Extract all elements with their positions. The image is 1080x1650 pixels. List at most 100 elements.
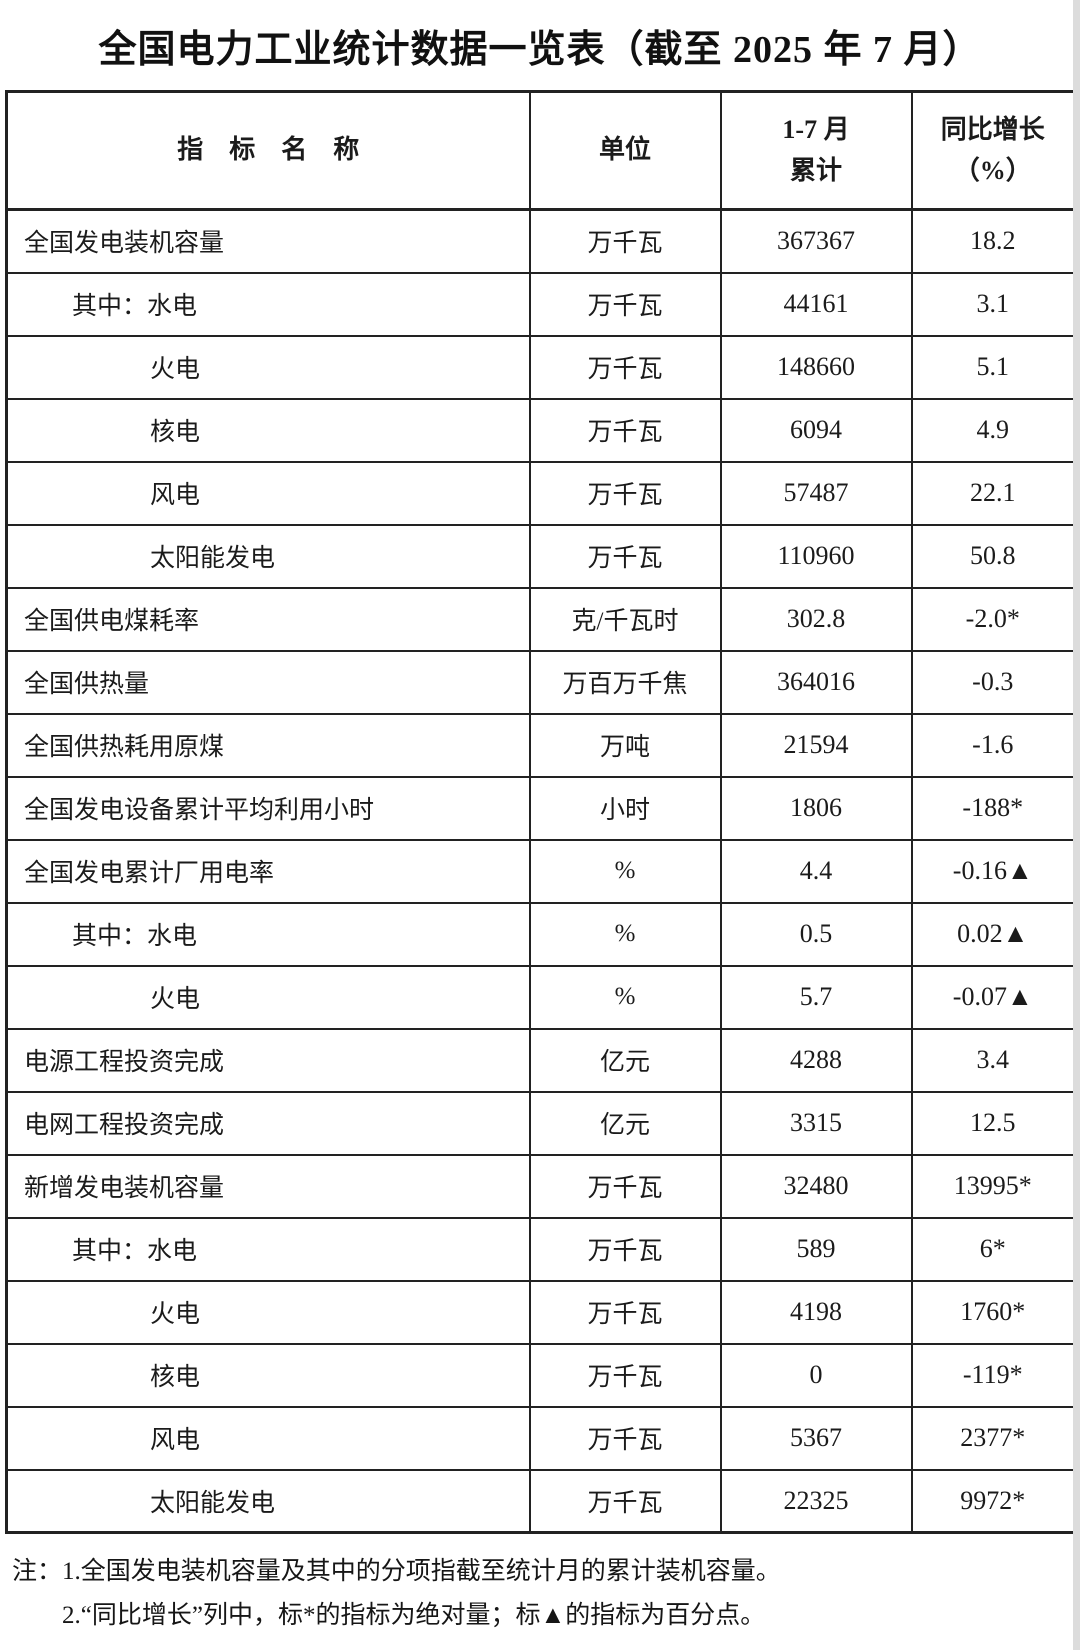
unit-cell: 万千瓦 xyxy=(528,1279,722,1345)
unit-cell: 万吨 xyxy=(528,712,722,778)
table-body: 全国发电装机容量 万千瓦 367367 18.2 其中：水电 万千瓦 44161… xyxy=(5,208,1076,1534)
unit-cell: 万千瓦 xyxy=(528,1468,722,1534)
yoy-cell: 4.9 xyxy=(910,397,1076,463)
indicator-cell: 火电 xyxy=(5,1279,531,1345)
header-unit: 单位 xyxy=(528,90,722,211)
header-period: 1-7 月 累计 xyxy=(719,90,913,211)
indicator-cell: 核电 xyxy=(5,397,531,463)
table-row: 全国发电设备累计平均利用小时 小时 1806 -188* xyxy=(5,775,1076,841)
indicator-cell: 火电 xyxy=(5,334,531,400)
unit-cell: 万千瓦 xyxy=(528,208,722,274)
yoy-cell: 18.2 xyxy=(910,208,1076,274)
yoy-cell: 5.1 xyxy=(910,334,1076,400)
value-cell: 589 xyxy=(719,1216,913,1282)
table-header: 指 标 名 称 单位 1-7 月 累计 同比增长 （%） xyxy=(5,90,1076,211)
table-row: 核电 万千瓦 0 -119* xyxy=(5,1342,1076,1408)
yoy-cell: -1.6 xyxy=(910,712,1076,778)
unit-cell: 亿元 xyxy=(528,1090,722,1156)
value-cell: 57487 xyxy=(719,460,913,526)
value-cell: 5367 xyxy=(719,1405,913,1471)
unit-cell: 克/千瓦时 xyxy=(528,586,722,652)
indicator-cell: 电源工程投资完成 xyxy=(5,1027,531,1093)
unit-cell: % xyxy=(528,838,722,904)
indicator-cell: 全国供电煤耗率 xyxy=(5,586,531,652)
yoy-cell: 9972* xyxy=(910,1468,1076,1534)
table-row: 电网工程投资完成 亿元 3315 12.5 xyxy=(5,1090,1076,1156)
indicator-cell: 全国发电设备累计平均利用小时 xyxy=(5,775,531,841)
unit-cell: 万千瓦 xyxy=(528,334,722,400)
table-row: 风电 万千瓦 5367 2377* xyxy=(5,1405,1076,1471)
value-cell: 6094 xyxy=(719,397,913,463)
table-row: 全国发电累计厂用电率 % 4.4 -0.16▲ xyxy=(5,838,1076,904)
indicator-cell: 太阳能发电 xyxy=(5,1468,531,1534)
header-yoy: 同比增长 （%） xyxy=(910,90,1076,211)
unit-cell: 万千瓦 xyxy=(528,271,722,337)
title-bar: 全国电力工业统计数据一览表（截至 2025 年 7 月） xyxy=(0,0,1080,90)
yoy-cell: -0.16▲ xyxy=(910,838,1076,904)
value-cell: 367367 xyxy=(719,208,913,274)
unit-cell: % xyxy=(528,964,722,1030)
value-cell: 1806 xyxy=(719,775,913,841)
value-cell: 110960 xyxy=(719,523,913,589)
stats-table: 指 标 名 称 单位 1-7 月 累计 同比增长 （%） 全国发电装机容量 万千… xyxy=(5,90,1076,1534)
table-row: 太阳能发电 万千瓦 22325 9972* xyxy=(5,1468,1076,1534)
value-cell: 302.8 xyxy=(719,586,913,652)
unit-cell: 小时 xyxy=(528,775,722,841)
note-line-1: 注：1.全国发电装机容量及其中的分项指截至统计月的累计装机容量。 xyxy=(12,1558,781,1585)
table-row: 全国供热耗用原煤 万吨 21594 -1.6 xyxy=(5,712,1076,778)
value-cell: 0.5 xyxy=(719,901,913,967)
indicator-cell: 全国发电累计厂用电率 xyxy=(5,838,531,904)
unit-cell: 亿元 xyxy=(528,1027,722,1093)
table-row: 电源工程投资完成 亿元 4288 3.4 xyxy=(5,1027,1076,1093)
yoy-cell: -0.3 xyxy=(910,649,1076,715)
unit-cell: % xyxy=(528,901,722,967)
unit-cell: 万千瓦 xyxy=(528,460,722,526)
unit-cell: 万百万千焦 xyxy=(528,649,722,715)
table-row: 全国供电煤耗率 克/千瓦时 302.8 -2.0* xyxy=(5,586,1076,652)
table-row: 其中：水电 万千瓦 44161 3.1 xyxy=(5,271,1076,337)
header-row: 指 标 名 称 单位 1-7 月 累计 同比增长 （%） xyxy=(5,90,1076,211)
yoy-cell: 22.1 xyxy=(910,460,1076,526)
indicator-cell: 其中：水电 xyxy=(5,901,531,967)
yoy-cell: 3.4 xyxy=(910,1027,1076,1093)
yoy-cell: -188* xyxy=(910,775,1076,841)
indicator-cell: 核电 xyxy=(5,1342,531,1408)
table-row: 核电 万千瓦 6094 4.9 xyxy=(5,397,1076,463)
unit-cell: 万千瓦 xyxy=(528,397,722,463)
table-row: 火电 % 5.7 -0.07▲ xyxy=(5,964,1076,1030)
value-cell: 32480 xyxy=(719,1153,913,1219)
table-row: 火电 万千瓦 4198 1760* xyxy=(5,1279,1076,1345)
value-cell: 44161 xyxy=(719,271,913,337)
indicator-cell: 全国发电装机容量 xyxy=(5,208,531,274)
table-row: 风电 万千瓦 57487 22.1 xyxy=(5,460,1076,526)
page-title: 全国电力工业统计数据一览表（截至 2025 年 7 月） xyxy=(98,28,982,71)
value-cell: 3315 xyxy=(719,1090,913,1156)
indicator-cell: 新增发电装机容量 xyxy=(5,1153,531,1219)
note-line-2: 2.“同比增长”列中，标*的指标为绝对量；标▲的指标为百分点。 xyxy=(62,1601,766,1629)
page-edge xyxy=(1073,0,1080,1650)
value-cell: 21594 xyxy=(719,712,913,778)
yoy-cell: 0.02▲ xyxy=(910,901,1076,967)
indicator-cell: 全国供热耗用原煤 xyxy=(5,712,531,778)
yoy-cell: 2377* xyxy=(910,1405,1076,1471)
value-cell: 22325 xyxy=(719,1468,913,1534)
table-row: 全国发电装机容量 万千瓦 367367 18.2 xyxy=(5,208,1076,274)
yoy-cell: 6* xyxy=(910,1216,1076,1282)
table-row: 其中：水电 % 0.5 0.02▲ xyxy=(5,901,1076,967)
yoy-cell: 13995* xyxy=(910,1153,1076,1219)
indicator-cell: 风电 xyxy=(5,460,531,526)
indicator-cell: 火电 xyxy=(5,964,531,1030)
table-row: 其中：水电 万千瓦 589 6* xyxy=(5,1216,1076,1282)
value-cell: 4198 xyxy=(719,1279,913,1345)
indicator-cell: 其中：水电 xyxy=(5,1216,531,1282)
indicator-cell: 电网工程投资完成 xyxy=(5,1090,531,1156)
value-cell: 4.4 xyxy=(719,838,913,904)
header-indicator: 指 标 名 称 xyxy=(5,90,531,211)
table-row: 新增发电装机容量 万千瓦 32480 13995* xyxy=(5,1153,1076,1219)
yoy-cell: 12.5 xyxy=(910,1090,1076,1156)
unit-cell: 万千瓦 xyxy=(528,1342,722,1408)
value-cell: 148660 xyxy=(719,334,913,400)
indicator-cell: 其中：水电 xyxy=(5,271,531,337)
yoy-cell: -2.0* xyxy=(910,586,1076,652)
